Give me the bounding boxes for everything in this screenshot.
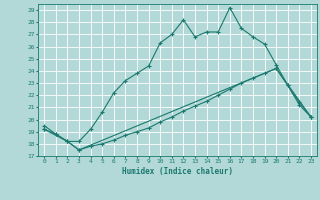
X-axis label: Humidex (Indice chaleur): Humidex (Indice chaleur) [122, 167, 233, 176]
